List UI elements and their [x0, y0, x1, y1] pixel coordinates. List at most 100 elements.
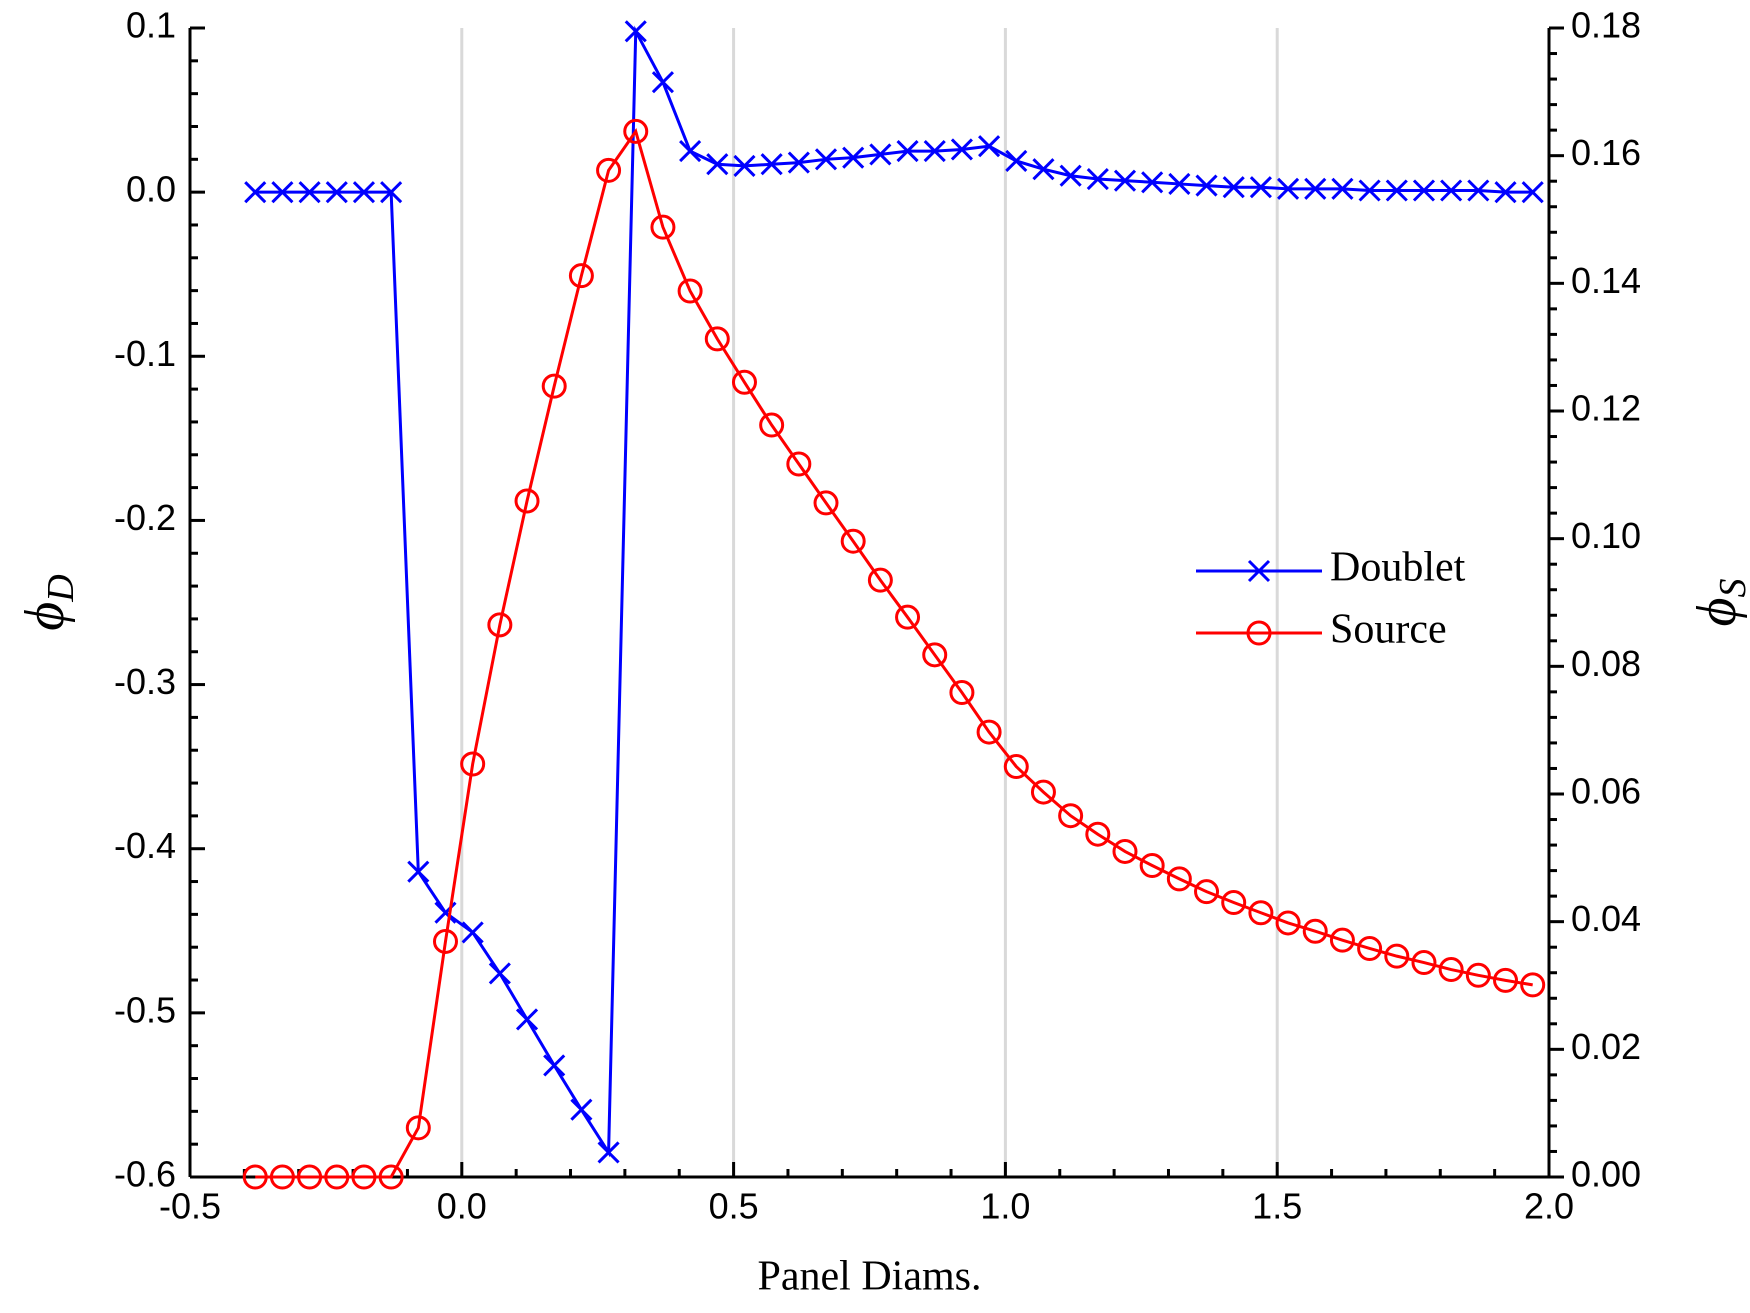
marker	[949, 680, 975, 706]
y2-tick-label: 0.02	[1571, 1026, 1641, 1067]
marker	[1277, 177, 1300, 200]
marker	[297, 1164, 323, 1190]
marker	[298, 181, 321, 204]
marker	[976, 719, 1002, 745]
marker	[787, 151, 810, 174]
marker	[1520, 972, 1546, 998]
marker	[271, 181, 294, 204]
marker	[1221, 890, 1247, 916]
marker	[244, 181, 267, 204]
marker	[677, 278, 703, 304]
marker	[488, 962, 511, 985]
marker	[325, 181, 348, 204]
marker	[895, 604, 921, 630]
marker	[1059, 164, 1082, 187]
y-tick-label: 0.1	[126, 5, 176, 46]
legend-label: Source	[1330, 607, 1447, 653]
marker	[1222, 176, 1245, 199]
y-tick-label: -0.2	[114, 497, 176, 538]
marker	[623, 118, 649, 144]
marker	[1304, 177, 1327, 200]
marker	[923, 140, 946, 163]
y2-tick-label: 0.08	[1571, 643, 1641, 684]
marker	[840, 528, 866, 554]
marker	[1032, 158, 1055, 181]
marker	[378, 1164, 404, 1190]
marker	[352, 181, 376, 204]
y2-tick-label: 0.16	[1571, 132, 1641, 173]
y-tick-label: -0.1	[114, 333, 176, 374]
marker	[1030, 779, 1056, 805]
x-tick-label: 1.5	[1252, 1186, 1302, 1227]
y2-tick-label: 0.06	[1571, 771, 1641, 812]
marker	[596, 157, 622, 183]
marker	[1168, 172, 1191, 195]
marker	[1384, 943, 1410, 969]
marker	[1411, 950, 1437, 976]
marker	[351, 1164, 377, 1190]
marker	[950, 138, 973, 161]
marker	[1248, 900, 1274, 926]
marker	[1275, 910, 1301, 936]
marker	[543, 1054, 566, 1077]
marker	[813, 490, 839, 516]
y-tick-label: -0.5	[114, 989, 176, 1030]
marker	[324, 1164, 350, 1190]
marker	[434, 901, 457, 924]
marker	[242, 1164, 268, 1190]
marker	[1003, 754, 1029, 780]
marker	[759, 412, 785, 438]
series-line	[255, 127, 1533, 1179]
y2-axis-label: ϕS	[1686, 579, 1750, 627]
marker	[515, 1008, 539, 1031]
marker	[896, 140, 919, 163]
marker	[650, 214, 676, 240]
marker	[1385, 179, 1408, 202]
marker	[706, 153, 729, 176]
y2-tick-label: 0.14	[1571, 260, 1641, 301]
marker	[814, 148, 838, 171]
marker	[869, 143, 892, 166]
marker	[1467, 179, 1490, 202]
marker	[1357, 935, 1383, 961]
marker	[1249, 176, 1272, 199]
marker	[269, 1164, 295, 1190]
marker	[651, 71, 674, 94]
marker	[1440, 179, 1463, 202]
marker	[1194, 879, 1220, 905]
marker	[867, 567, 893, 593]
marker	[1085, 821, 1111, 847]
marker	[514, 488, 540, 514]
marker	[1358, 179, 1381, 202]
marker	[460, 751, 486, 777]
marker	[978, 135, 1001, 158]
legend-marker	[1246, 620, 1272, 646]
marker	[842, 146, 865, 169]
marker	[624, 20, 647, 43]
marker	[1005, 149, 1028, 173]
marker	[1329, 927, 1355, 953]
x-axis-label: Panel Diams.	[758, 1254, 982, 1300]
marker	[1195, 174, 1218, 197]
y2-tick-label: 0.12	[1571, 388, 1641, 429]
marker	[733, 154, 756, 177]
y-axis-label-subscript: D	[40, 574, 82, 602]
y2-tick-label: 0.18	[1571, 5, 1641, 46]
marker	[1465, 962, 1491, 988]
y2-tick-label: 0.04	[1571, 898, 1641, 939]
y-axis-label: ϕD	[14, 574, 82, 630]
marker	[405, 1115, 431, 1141]
marker	[1112, 838, 1138, 864]
marker	[786, 451, 812, 477]
marker	[487, 612, 513, 638]
y2-axis-label-text: ϕS	[1686, 579, 1750, 627]
y2-tick-label: 0.00	[1571, 1154, 1641, 1195]
marker	[1438, 957, 1464, 983]
marker	[541, 373, 567, 399]
y-tick-label: 0.0	[126, 169, 176, 210]
y2-tick-label: 0.10	[1571, 515, 1641, 556]
x-tick-label: -0.5	[159, 1186, 221, 1227]
marker	[704, 326, 730, 352]
